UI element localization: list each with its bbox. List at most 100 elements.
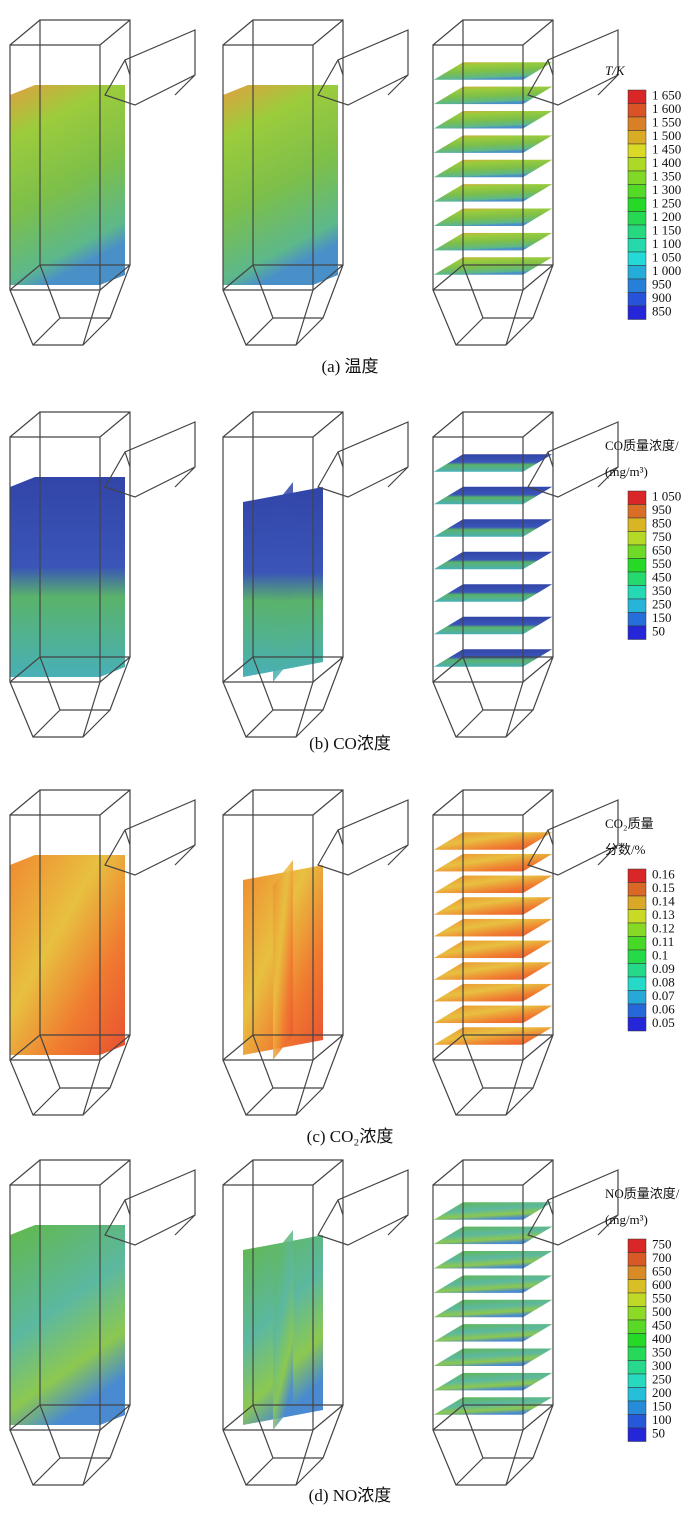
legend-swatch <box>627 1306 647 1321</box>
furnace <box>9 789 196 1116</box>
legend-swatch <box>627 936 647 951</box>
contour-plane <box>432 875 554 894</box>
legend-swatch <box>627 238 647 253</box>
legend-label: 1 450 <box>652 142 681 157</box>
contour-plane <box>432 983 554 1002</box>
legend-label: 1 550 <box>652 115 681 130</box>
legend-swatch <box>627 1252 647 1267</box>
contour-face <box>10 855 125 1055</box>
legend-label: 250 <box>652 1372 672 1387</box>
contour-plane <box>432 853 554 872</box>
contour-slice <box>273 1230 293 1430</box>
contour-plane <box>432 1005 554 1024</box>
contour-slice <box>273 860 293 1060</box>
furnace <box>9 19 196 346</box>
contour-plane <box>432 1201 554 1221</box>
legend-swatch <box>627 1292 647 1307</box>
legend-swatch <box>627 1414 647 1429</box>
legend-label: 200 <box>652 1385 672 1400</box>
furnace <box>222 19 409 346</box>
legend-title: (mg/m³) <box>605 1212 648 1227</box>
legend-label: 150 <box>652 1399 672 1414</box>
legend-label: 0.05 <box>652 1015 675 1030</box>
furnace-wireframe <box>222 789 409 1116</box>
contour-plane <box>432 583 554 603</box>
legend-swatch <box>627 625 647 640</box>
contour-plane <box>432 159 554 178</box>
legend-label: 950 <box>652 277 672 292</box>
furnace-wireframe <box>432 411 619 738</box>
legend-swatch <box>627 882 647 897</box>
contour-plane <box>432 1348 554 1367</box>
legend-label: 0.08 <box>652 975 675 990</box>
legend-label: 600 <box>652 1277 672 1292</box>
legend-swatch <box>627 224 647 239</box>
legend-label: 1 200 <box>652 209 681 224</box>
furnace-wireframe <box>222 1159 409 1486</box>
legend-label: 1 000 <box>652 263 681 278</box>
legend-swatch <box>627 211 647 226</box>
legend-swatch <box>627 490 647 505</box>
legend-label: 750 <box>652 529 672 544</box>
legend-swatch <box>627 571 647 586</box>
legend-swatch <box>627 1360 647 1375</box>
contour-plane <box>432 256 554 276</box>
legend-label: 50 <box>652 1426 665 1441</box>
contour-plane <box>432 1226 554 1245</box>
contour-plane <box>432 518 554 538</box>
legend-label: 850 <box>652 516 672 531</box>
legend-swatch <box>627 1279 647 1294</box>
legend-swatch <box>627 1387 647 1402</box>
legend-title: 分数/% <box>605 842 646 857</box>
contour-plane <box>432 232 554 251</box>
contour-slice <box>273 482 293 682</box>
contour-plane <box>432 648 554 668</box>
legend-label: 0.11 <box>652 934 674 949</box>
contour-plane <box>432 110 554 129</box>
legend-label: 1 650 <box>652 88 681 103</box>
legend-swatch <box>627 544 647 559</box>
legend-swatch <box>627 531 647 546</box>
contour-plane <box>432 61 554 81</box>
legend-label: 750 <box>652 1237 672 1252</box>
furnace-wireframe <box>432 789 619 1116</box>
legend-swatch <box>627 265 647 280</box>
legend-swatch <box>627 305 647 320</box>
legend-swatch <box>627 1003 647 1018</box>
legend-swatch <box>627 895 647 910</box>
legend-swatch <box>627 990 647 1005</box>
legend-label: 1 050 <box>652 250 681 265</box>
legend-swatch <box>627 170 647 185</box>
furnace <box>432 411 619 738</box>
legend-label: 450 <box>652 1318 672 1333</box>
caption: (a) 温度 <box>321 357 378 376</box>
legend-label: 700 <box>652 1250 672 1265</box>
furnace <box>432 19 619 346</box>
legend-swatch <box>627 1017 647 1032</box>
legend-label: 1 350 <box>652 169 681 184</box>
contour-plane <box>432 134 554 154</box>
legend-label: 350 <box>652 1345 672 1360</box>
contour-plane <box>432 1323 554 1343</box>
legend-label: 1 400 <box>652 155 681 170</box>
legend-label: 50 <box>652 624 665 639</box>
contour-plane <box>432 453 554 473</box>
furnace <box>222 1159 409 1486</box>
legend-label: 0.07 <box>652 988 675 1003</box>
legend-swatch <box>627 1238 647 1253</box>
legend-swatch <box>627 103 647 118</box>
caption: (d) NO浓度 <box>309 1486 392 1505</box>
contour-plane <box>432 940 554 959</box>
legend-swatch <box>627 116 647 131</box>
furnace <box>432 789 619 1116</box>
legend-swatch <box>627 278 647 293</box>
legend-label: 1 300 <box>652 182 681 197</box>
contour-plane <box>432 918 554 937</box>
furnace-wireframe <box>222 411 409 738</box>
legend-label: 0.13 <box>652 907 675 922</box>
furnace <box>432 1159 619 1486</box>
contour-plane <box>432 551 554 570</box>
legend-label: 500 <box>652 1304 672 1319</box>
legend-swatch <box>627 157 647 172</box>
legend-title: (mg/m³) <box>605 464 648 479</box>
